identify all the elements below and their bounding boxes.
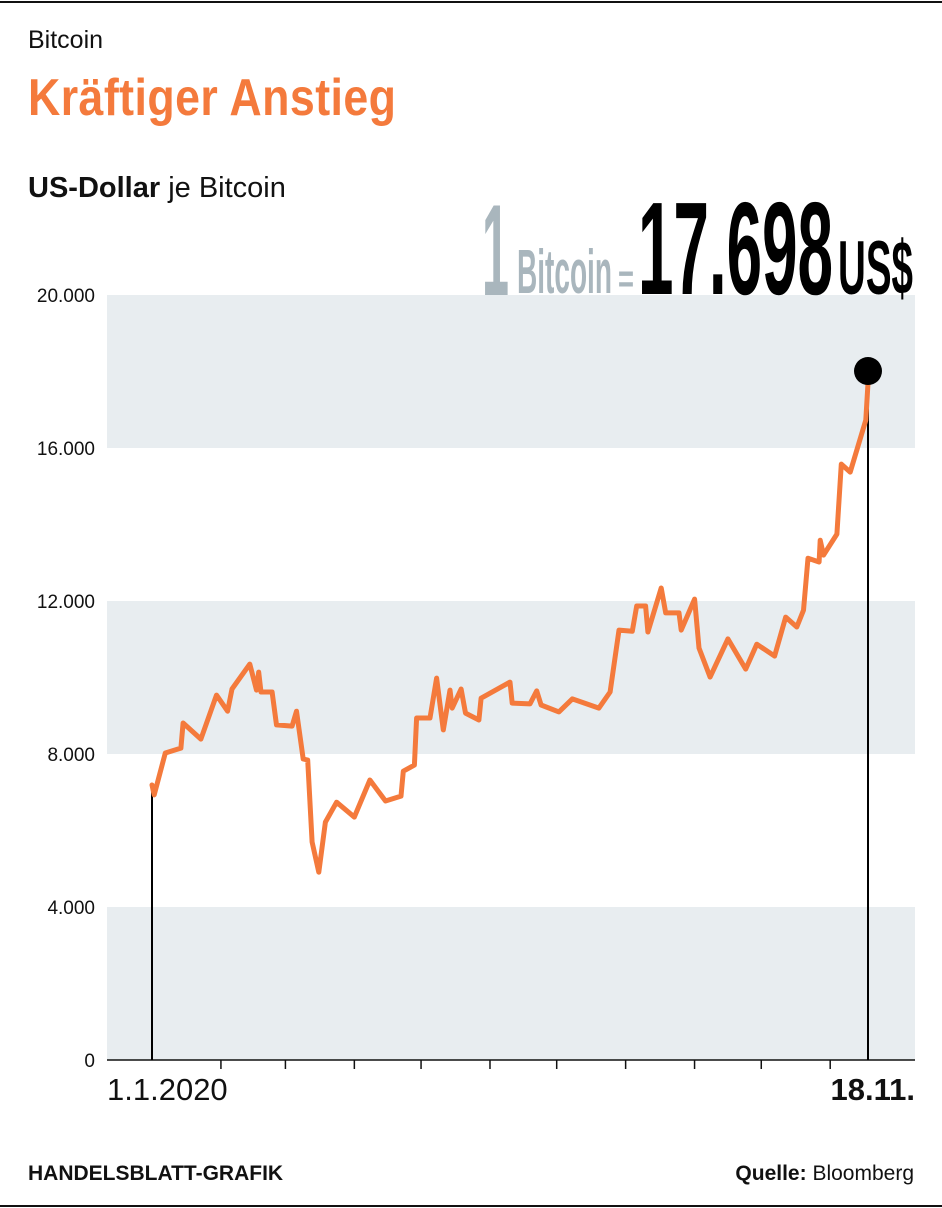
grid-bands	[107, 295, 915, 1060]
kicker: Bitcoin	[28, 26, 104, 54]
y-tick-label: 0	[84, 1051, 95, 1072]
grid-band	[107, 295, 915, 448]
bitcoin-price-line	[149, 380, 871, 875]
y-tick-label: 8.000	[47, 745, 95, 766]
callout-asset-box: Bitcoin	[517, 242, 614, 304]
x-axis	[107, 1059, 915, 1069]
callout-price: 17.698	[638, 183, 834, 315]
callout-equals-box: =	[618, 259, 636, 299]
bottom-rule	[0, 1205, 942, 1207]
unit-rest: je Bitcoin	[160, 172, 286, 204]
y-tick-label: 12.000	[37, 592, 95, 613]
source-name: Bloomberg	[806, 1162, 914, 1185]
unit-bold: US-Dollar	[28, 172, 161, 204]
callout-price-box: 17.698	[638, 183, 835, 315]
credit: HANDELSBLATT-GRAFIK	[28, 1162, 284, 1185]
source: Quelle: Bloomberg	[735, 1162, 914, 1186]
x-end-label: 18.11.	[831, 1072, 915, 1107]
y-axis-labels: 0 4.000 8.000 12.000 16.000 20.000	[37, 286, 95, 1072]
last-value-marker	[854, 357, 882, 386]
callout-quantity: 1	[482, 185, 509, 315]
chart-title: Kräftiger Anstieg	[28, 69, 397, 127]
callout-currency-box: US$	[838, 231, 917, 307]
callout-equals: =	[618, 259, 634, 299]
y-tick-label: 20.000	[37, 286, 95, 307]
y-tick-label: 4.000	[47, 898, 95, 919]
x-start-label: 1.1.2020	[107, 1072, 228, 1107]
reference-lines	[151, 371, 869, 1060]
y-tick-label: 16.000	[37, 439, 95, 460]
unit-label: US-Dollar je Bitcoin	[28, 172, 286, 205]
source-label: Quelle:	[735, 1162, 807, 1185]
callout-quantity-box: 1	[482, 185, 511, 315]
callout-currency: US$	[838, 231, 913, 307]
top-rule	[0, 1, 942, 3]
callout-asset: Bitcoin	[517, 242, 612, 304]
grid-band	[107, 907, 915, 1060]
